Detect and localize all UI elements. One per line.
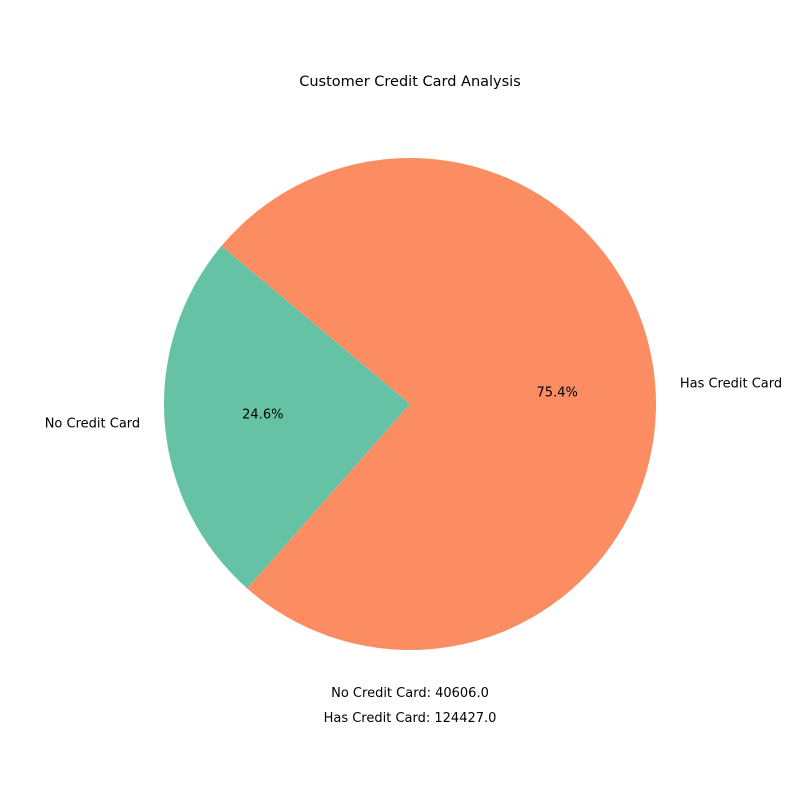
slice-label-no-credit-card: No Credit Card <box>45 417 140 432</box>
percent-label-has-credit-card: 75.4% <box>537 385 578 400</box>
chart-title: Customer Credit Card Analysis <box>299 74 521 90</box>
pie-labels: No Credit Card 24.6% Has Credit Card 75.4% <box>45 376 782 431</box>
pie-slice-has-credit-card <box>221 157 656 650</box>
pie-slice-no-credit-card <box>163 245 410 589</box>
percent-label-no-credit-card: 24.6% <box>242 408 283 423</box>
slice-label-has-credit-card: Has Credit Card <box>680 376 782 391</box>
annotation-has-credit-card: Has Credit Card: 124427.0 <box>323 711 497 726</box>
pie-slices <box>163 157 656 650</box>
annotation-no-credit-card: No Credit Card: 40606.0 <box>331 686 489 701</box>
